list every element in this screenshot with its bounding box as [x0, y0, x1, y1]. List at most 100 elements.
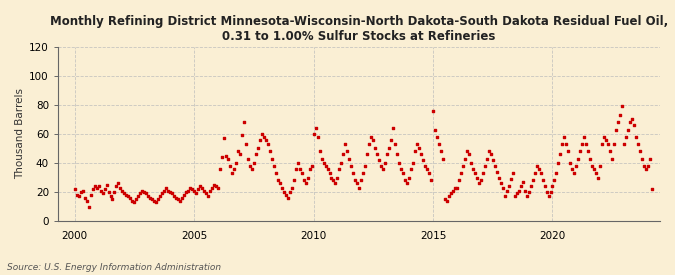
Point [121, 193, 132, 197]
Point [626, 117, 637, 122]
Point [543, 194, 554, 199]
Point [265, 149, 275, 154]
Point [414, 146, 425, 151]
Point [448, 188, 458, 193]
Point [240, 142, 251, 146]
Point [242, 156, 253, 161]
Point [207, 185, 217, 190]
Point [392, 152, 402, 156]
Point [336, 161, 347, 165]
Point [509, 194, 520, 199]
Point [645, 156, 655, 161]
Point [601, 138, 612, 142]
Point [634, 149, 645, 154]
Point [232, 149, 243, 154]
Point [129, 200, 140, 204]
Point [328, 178, 339, 183]
Point [372, 152, 383, 156]
Point [151, 200, 162, 204]
Point [356, 178, 367, 183]
Point [70, 187, 80, 191]
Point [261, 138, 271, 142]
Point [147, 197, 158, 202]
Point [296, 171, 307, 175]
Point [396, 167, 406, 171]
Point [416, 152, 427, 156]
Point [384, 146, 395, 151]
Point [466, 161, 477, 165]
Point [551, 171, 562, 175]
Point [352, 181, 362, 186]
Point [115, 185, 126, 190]
Point [567, 167, 578, 171]
Point [348, 171, 359, 175]
Point [244, 164, 255, 168]
Point [390, 142, 401, 146]
Point [555, 152, 566, 156]
Point [541, 190, 552, 194]
Point [74, 194, 84, 199]
Point [163, 188, 173, 193]
Point [238, 120, 249, 125]
Point [360, 164, 371, 168]
Point [446, 191, 456, 196]
Point [227, 171, 238, 175]
Point [191, 191, 202, 196]
Point [402, 181, 412, 186]
Point [91, 185, 102, 190]
Point [625, 120, 636, 125]
Point [123, 194, 134, 199]
Point [561, 142, 572, 146]
Point [205, 188, 215, 193]
Point [298, 178, 309, 183]
Point [316, 156, 327, 161]
Point [433, 142, 444, 146]
Point [358, 171, 369, 175]
Y-axis label: Thousand Barrels: Thousand Barrels [15, 89, 25, 180]
Point [410, 149, 421, 154]
Point [579, 135, 590, 139]
Point [483, 149, 494, 154]
Point [269, 164, 279, 168]
Point [109, 190, 120, 194]
Point [280, 193, 291, 197]
Point [426, 178, 437, 183]
Point [263, 142, 273, 146]
Point [196, 185, 207, 190]
Point [202, 194, 213, 199]
Point [462, 149, 472, 154]
Point [517, 180, 528, 184]
Point [229, 167, 240, 171]
Point [495, 181, 506, 186]
Point [274, 181, 285, 186]
Point [246, 167, 257, 171]
Point [304, 167, 315, 171]
Point [565, 161, 576, 165]
Point [189, 188, 200, 193]
Point [292, 161, 303, 165]
Point [306, 164, 317, 168]
Point [573, 156, 584, 161]
Point [308, 132, 319, 136]
Point [157, 191, 167, 196]
Point [326, 175, 337, 180]
Point [119, 191, 130, 196]
Point [155, 194, 165, 199]
Point [193, 187, 204, 191]
Point [583, 149, 594, 154]
Point [236, 133, 247, 138]
Point [535, 171, 546, 175]
Point [75, 190, 86, 194]
Point [267, 156, 277, 161]
Point [169, 194, 180, 199]
Point [553, 161, 564, 165]
Point [310, 126, 321, 130]
Point [443, 194, 454, 199]
Point [485, 152, 496, 156]
Point [435, 149, 446, 154]
Point [125, 196, 136, 200]
Point [585, 156, 596, 161]
Point [324, 171, 335, 175]
Point [254, 138, 265, 142]
Point [111, 184, 122, 188]
